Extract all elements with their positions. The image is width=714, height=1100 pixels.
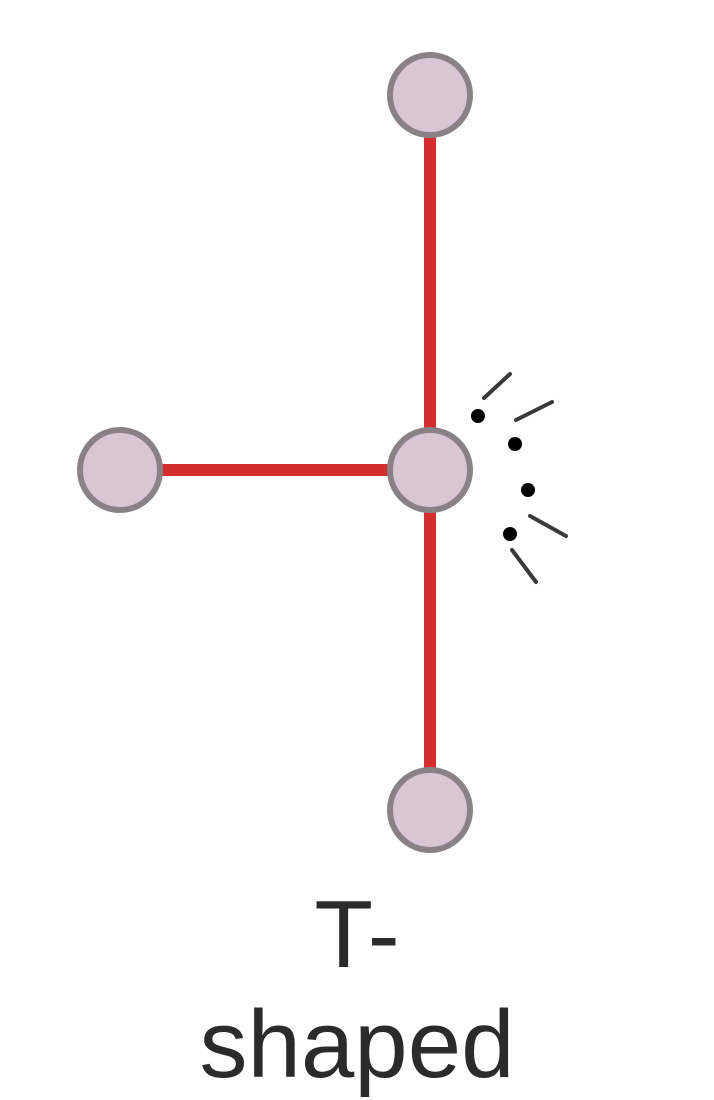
t-shaped-diagram (0, 0, 714, 971)
atom-node-bottom (390, 770, 470, 850)
atom-node-left (80, 430, 160, 510)
lone-pair-dot-3 (503, 527, 517, 541)
diagram-svg (0, 0, 714, 971)
lone-pair-dot-0 (471, 409, 485, 423)
atom-node-top (390, 55, 470, 135)
lone-pair-dot-1 (508, 437, 522, 451)
lone-pair-dot-2 (521, 483, 535, 497)
caption-label: T-shaped (179, 880, 536, 1100)
atom-node-center (390, 430, 470, 510)
